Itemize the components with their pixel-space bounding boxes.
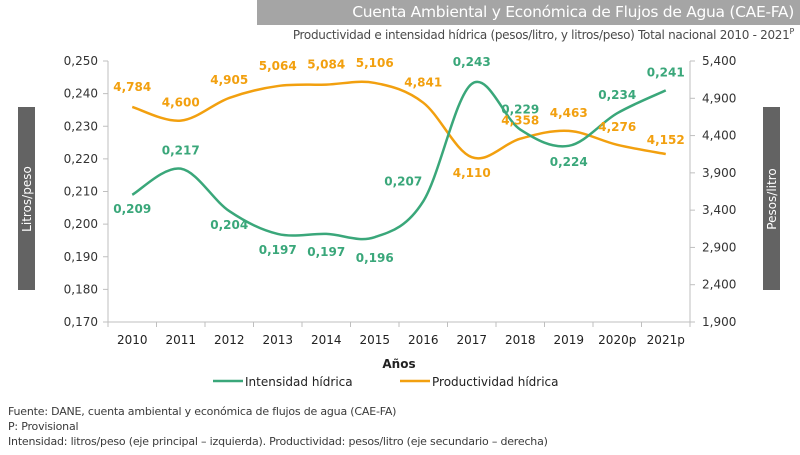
left-tick-label: 0,200 [64, 217, 98, 231]
x-tick-label: 2014 [311, 333, 342, 347]
chart-title-bar: Cuenta Ambiental y Económica de Flujos d… [257, 0, 800, 25]
data-label-productividad: 4,905 [210, 73, 248, 87]
left-tick-label: 0,180 [64, 282, 98, 296]
x-tick-label: 2011 [165, 333, 196, 347]
right-tick-label: 1,900 [702, 315, 736, 329]
right-axis-title-box: Pesos/litro [763, 107, 780, 290]
series-line-intensidad [131, 80, 667, 241]
data-label-productividad: 4,276 [598, 120, 636, 134]
x-tick-label: 2017 [456, 333, 487, 347]
data-label-productividad: 4,110 [453, 166, 491, 180]
data-label-intensidad: 0,224 [550, 155, 588, 169]
data-label-intensidad: 0,196 [356, 251, 394, 265]
data-label-intensidad: 0,197 [307, 245, 345, 259]
right-tick-label: 4,400 [702, 129, 736, 143]
right-tick-label: 3,400 [702, 203, 736, 217]
x-tick-label: 2018 [505, 333, 536, 347]
subtitle-superscript: P [789, 27, 794, 36]
data-label-intensidad: 0,243 [453, 55, 491, 69]
data-label-intensidad: 0,229 [501, 103, 539, 117]
line-chart: 0,170 0,180 0,190 0,200 0,210 0,220 0,230 0,240… [64, 54, 737, 389]
right-tick-label: 3,900 [702, 166, 736, 180]
x-tick-label: 2012 [214, 333, 245, 347]
series-line-productividad [131, 80, 666, 160]
left-tick-label: 0,190 [64, 250, 98, 264]
data-label-productividad: 4,784 [113, 80, 151, 94]
data-label-intensidad: 0,234 [598, 88, 636, 102]
right-tick-label: 2,900 [702, 240, 736, 254]
footnote-axes: Intensidad: litros/peso (eje principal –… [8, 435, 548, 448]
footnote-source: Fuente: DANE, cuenta ambiental y económi… [8, 405, 397, 418]
x-tick-label: 2015 [359, 333, 390, 347]
x-tick-label: 2016 [408, 333, 439, 347]
x-tick-label: 2010 [117, 333, 148, 347]
data-label-productividad: 4,358 [501, 114, 539, 128]
right-tick-label: 5,400 [702, 54, 736, 68]
x-tick-label: 2013 [262, 333, 293, 347]
left-tick-label: 0,210 [64, 185, 98, 199]
subtitle-text: Productividad e intensidad hídrica (peso… [292, 28, 790, 42]
left-tick-label: 0,170 [64, 315, 98, 329]
legend-label-intensidad: Intensidad hídrica [245, 375, 353, 389]
left-tick-label: 0,230 [64, 119, 98, 133]
data-label-productividad: 4,152 [647, 133, 685, 147]
chart-subtitle: Productividad e intensidad hídrica (peso… [293, 27, 794, 42]
data-label-productividad: 4,841 [404, 76, 442, 90]
left-tick-label: 0,240 [64, 87, 98, 101]
data-label-productividad: 4,463 [550, 106, 588, 120]
data-label-productividad: 5,106 [356, 56, 394, 70]
x-tick-label: 2020p [598, 333, 636, 347]
footnote-provisional: P: Provisional [8, 420, 79, 433]
right-tick-label: 4,900 [702, 91, 736, 105]
legend-label-productividad: Productividad hídrica [432, 375, 559, 389]
chart-title: Cuenta Ambiental y Económica de Flujos d… [352, 3, 794, 21]
data-label-productividad: 5,064 [259, 59, 297, 73]
left-tick-label: 0,220 [64, 152, 98, 166]
data-label-intensidad: 0,204 [210, 218, 248, 232]
data-label-productividad: 5,084 [307, 58, 345, 72]
data-label-productividad: 4,600 [162, 96, 200, 110]
x-axis-title: Años [382, 357, 415, 371]
left-tick-label: 0,250 [64, 54, 98, 68]
x-tick-label: 2019 [553, 333, 584, 347]
data-label-intensidad: 0,207 [384, 174, 422, 188]
data-label-intensidad: 0,209 [113, 202, 151, 216]
data-label-intensidad: 0,197 [259, 243, 297, 257]
data-label-intensidad: 0,241 [647, 65, 685, 79]
x-tick-label: 2021p [647, 333, 685, 347]
left-axis-title-box: Litros/peso [18, 107, 35, 290]
data-label-intensidad: 0,217 [162, 144, 200, 158]
right-tick-label: 2,400 [702, 278, 736, 292]
